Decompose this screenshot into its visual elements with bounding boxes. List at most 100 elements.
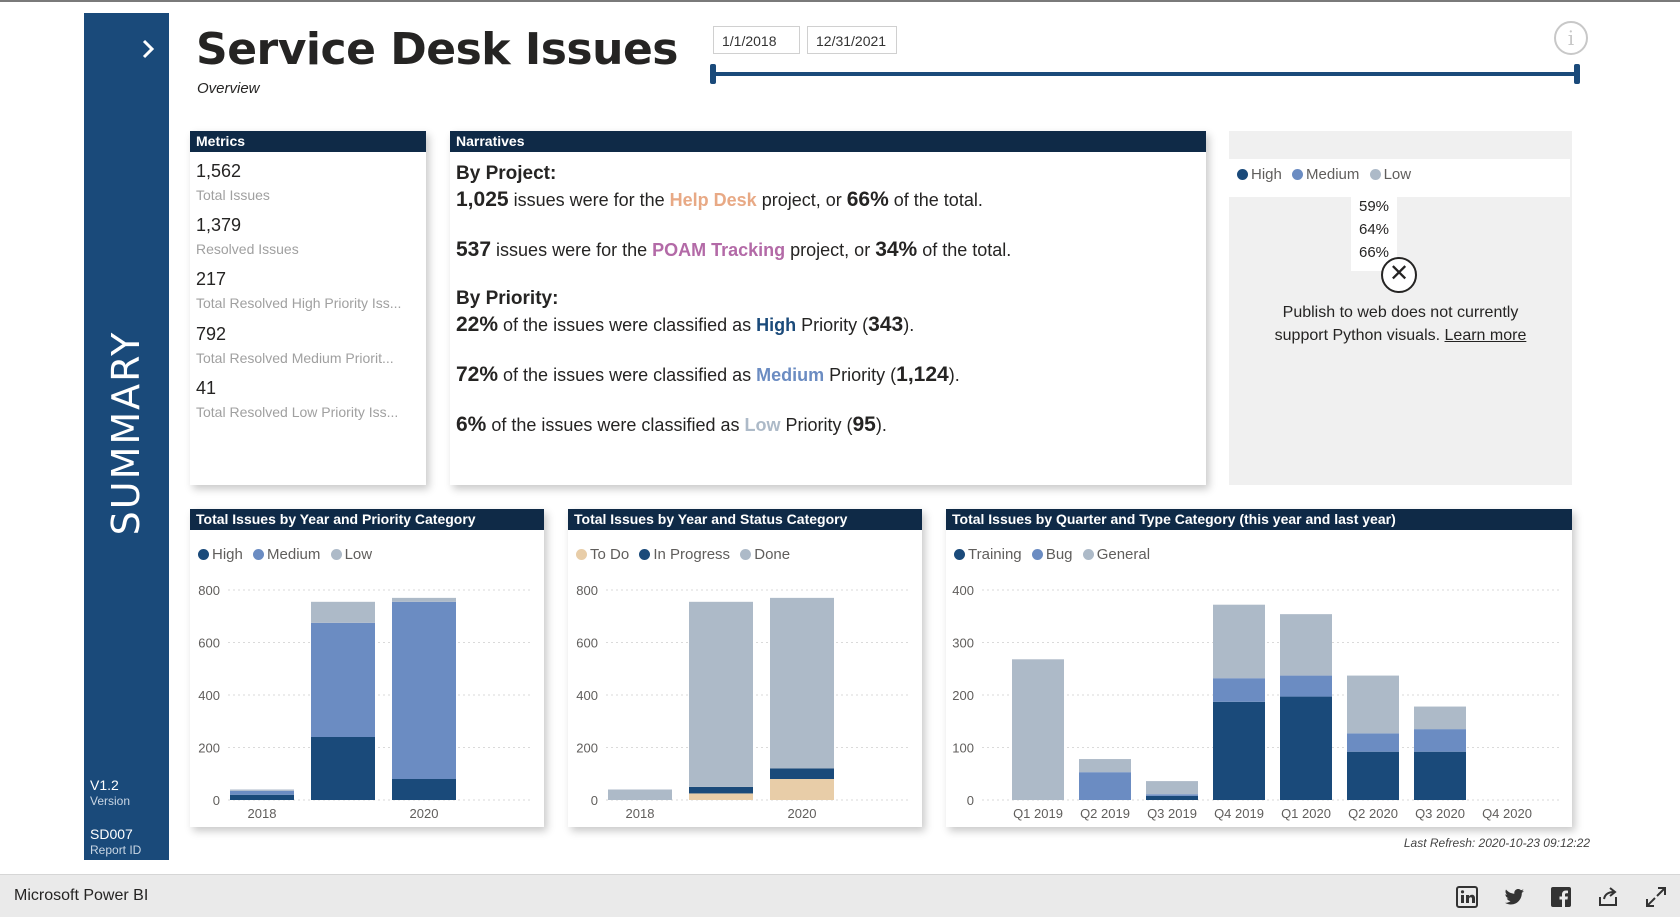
bar-segment-training[interactable]: [1414, 751, 1466, 800]
bar-segment-general[interactable]: [1146, 781, 1198, 795]
bar-segment-low[interactable]: [311, 601, 375, 623]
share-icon[interactable]: [1596, 885, 1620, 909]
bar-segment-general[interactable]: [1414, 706, 1466, 730]
bar-segment-general[interactable]: [1213, 604, 1265, 679]
x-tick-label: Q2 2019: [1080, 806, 1130, 821]
x-tick-label: 2018: [626, 806, 655, 821]
y-tick-label: 400: [576, 688, 598, 703]
bar-segment-training[interactable]: [1146, 795, 1198, 800]
x-tick-label: Q2 2020: [1348, 806, 1398, 821]
bar-segment-in-progress[interactable]: [689, 786, 753, 794]
legend-item-low: Low: [330, 546, 372, 563]
report-id-label: Report ID: [90, 843, 142, 857]
date-range-start-handle[interactable]: [710, 64, 716, 84]
chart-type-legend: Training Bug General: [954, 546, 1156, 563]
facebook-icon[interactable]: [1549, 885, 1573, 909]
bar-segment-training[interactable]: [1280, 696, 1332, 800]
date-end-input[interactable]: 12/31/2021: [807, 26, 897, 54]
y-tick-label: 300: [952, 636, 974, 651]
expand-chevron-icon[interactable]: [136, 37, 160, 61]
page-title: Service Desk Issues: [196, 24, 678, 75]
bar-segment-general[interactable]: [1079, 759, 1131, 773]
bar-segment-bug[interactable]: [1280, 675, 1332, 697]
bar-segment-bug[interactable]: [1213, 678, 1265, 702]
bar-segment-medium[interactable]: [311, 622, 375, 737]
bar-segment-done[interactable]: [689, 601, 753, 787]
legend-item-todo: To Do: [576, 546, 629, 563]
bar-segment-general[interactable]: [1347, 675, 1399, 734]
python-visual-legend: High Medium Low: [1237, 166, 1417, 183]
metric-total-issues-value: 1,562: [196, 161, 242, 181]
x-tick-label: Q1 2019: [1013, 806, 1063, 821]
chart-status-legend: To Do In Progress Done: [576, 546, 796, 563]
x-tick-label: 2020: [788, 806, 817, 821]
info-icon[interactable]: i: [1554, 21, 1588, 55]
bar-segment-bug[interactable]: [1347, 733, 1399, 752]
metric-low-priority-label: Total Resolved Low Priority Iss...: [196, 404, 399, 420]
learn-more-link[interactable]: Learn more: [1444, 327, 1527, 344]
linkedin-icon[interactable]: [1455, 885, 1479, 909]
chart-type-title: Total Issues by Quarter and Type Categor…: [946, 509, 1572, 530]
percent-value: 59%: [1358, 198, 1390, 215]
legend-item-done: Done: [740, 546, 790, 563]
bar-segment-to-do[interactable]: [770, 779, 834, 800]
y-tick-label: 200: [576, 741, 598, 756]
bar-segment-low[interactable]: [230, 789, 294, 791]
narrative-project-poam: 537 issues were for the POAM Tracking pr…: [456, 238, 1012, 261]
x-tick-label: Q4 2019: [1214, 806, 1264, 821]
chart-type-card: Total Issues by Quarter and Type Categor…: [946, 509, 1572, 827]
x-tick-label: Q3 2019: [1147, 806, 1197, 821]
bar-segment-bug[interactable]: [1414, 729, 1466, 752]
metric-resolved-issues-label: Resolved Issues: [196, 241, 299, 257]
by-project-heading: By Project:: [456, 163, 557, 184]
legend-item-inprogress: In Progress: [639, 546, 730, 563]
bar-segment-medium[interactable]: [392, 601, 456, 779]
bar-segment-done[interactable]: [608, 789, 672, 801]
narrative-priority-medium: 72% of the issues were classified as Med…: [456, 363, 960, 386]
fullscreen-icon[interactable]: [1644, 885, 1668, 909]
chart-status-card: Total Issues by Year and Status Category…: [568, 509, 922, 827]
narrative-project-help-desk: 1,025 issues were for the Help Desk proj…: [456, 188, 983, 211]
metric-high-priority-value: 217: [196, 269, 227, 289]
twitter-icon[interactable]: [1502, 885, 1526, 909]
bar-segment-in-progress[interactable]: [770, 768, 834, 780]
bar-segment-training[interactable]: [1213, 701, 1265, 800]
legend-item-general: General: [1082, 546, 1150, 563]
y-tick-label: 400: [952, 583, 974, 598]
x-tick-label: Q1 2020: [1281, 806, 1331, 821]
bar-segment-general[interactable]: [1012, 659, 1064, 800]
metrics-card: Metrics 1,562 Total Issues 1,379 Resolve…: [190, 131, 426, 485]
legend-item-high: High: [1237, 166, 1282, 183]
bar-segment-medium[interactable]: [230, 790, 294, 795]
bar-segment-training[interactable]: [1347, 751, 1399, 800]
window-top-border: [0, 0, 1680, 2]
bar-segment-high[interactable]: [230, 794, 294, 800]
date-start-input[interactable]: 1/1/2018: [713, 26, 800, 54]
bar-segment-done[interactable]: [770, 597, 834, 769]
legend-item-low: Low: [1369, 166, 1411, 183]
bar-segment-low[interactable]: [392, 597, 456, 602]
y-tick-label: 400: [198, 688, 220, 703]
chart-priority-title: Total Issues by Year and Priority Catego…: [190, 509, 544, 530]
bar-segment-bug[interactable]: [1146, 794, 1198, 796]
metric-medium-priority-label: Total Resolved Medium Priorit...: [196, 350, 394, 366]
python-visual-legend-strip: [1229, 159, 1570, 197]
sidebar: SUMMARY V1.2 Version SD007 Report ID: [84, 13, 169, 860]
powerbi-brand[interactable]: Microsoft Power BI: [14, 887, 149, 904]
chart-status-title: Total Issues by Year and Status Category: [568, 509, 922, 530]
y-tick-label: 800: [576, 583, 598, 598]
bar-segment-to-do[interactable]: [689, 793, 753, 800]
date-range-slider-track[interactable]: [712, 72, 1576, 76]
bar-segment-bug[interactable]: [1079, 772, 1131, 800]
chart-priority-card: Total Issues by Year and Priority Catego…: [190, 509, 544, 827]
sidebar-title: SUMMARY: [104, 330, 148, 536]
powerbi-footer: Microsoft Power BI: [0, 874, 1680, 917]
bar-segment-general[interactable]: [1280, 614, 1332, 676]
x-tick-label: 2018: [248, 806, 277, 821]
bar-segment-high[interactable]: [392, 779, 456, 800]
y-tick-label: 0: [591, 793, 598, 808]
bar-segment-high[interactable]: [311, 737, 375, 800]
version-label: Version: [90, 794, 131, 808]
percent-value: 66%: [1358, 244, 1390, 261]
date-range-end-handle[interactable]: [1574, 64, 1580, 84]
